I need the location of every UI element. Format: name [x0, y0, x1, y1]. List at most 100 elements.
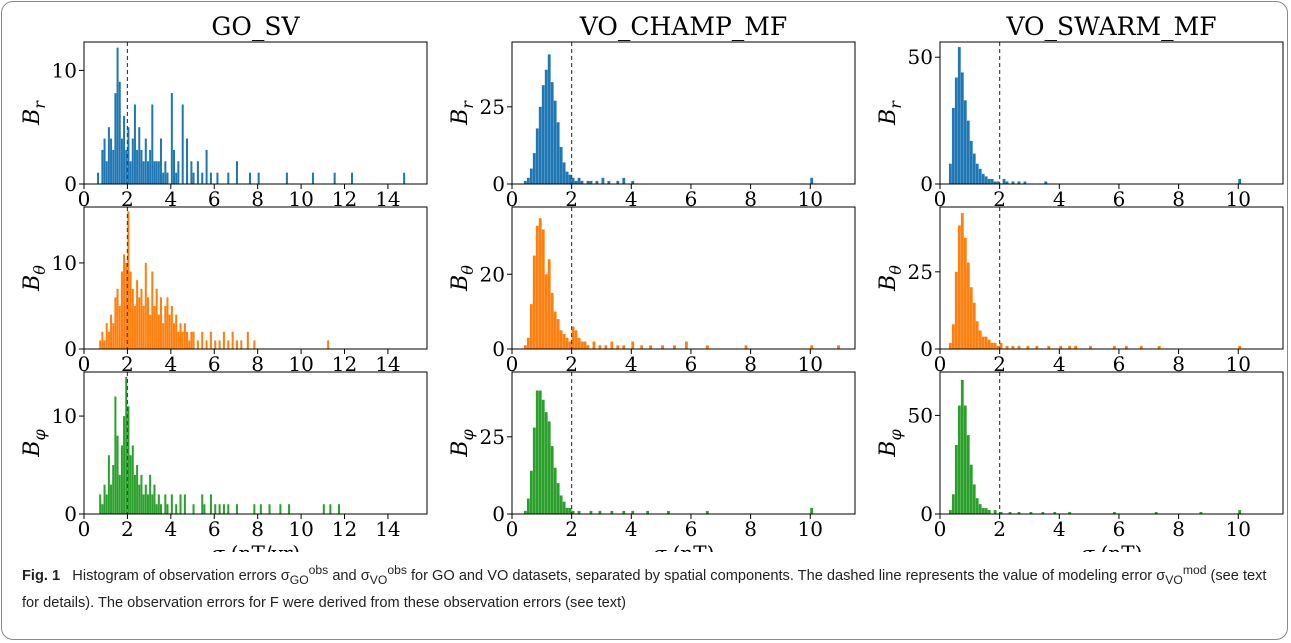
- histogram-bar: [544, 274, 548, 349]
- histogram-bar: [532, 427, 536, 514]
- histogram-bar: [978, 330, 982, 349]
- histogram-bar: [963, 237, 967, 349]
- axes-frame: [939, 41, 1284, 185]
- histogram-bar: [1026, 345, 1030, 349]
- histogram-bar: [179, 323, 182, 349]
- y-tick-label: 50: [908, 45, 933, 69]
- histogram-bar: [351, 172, 354, 184]
- histogram-bar: [133, 104, 136, 184]
- y-axis-label: Bφ: [876, 429, 905, 458]
- histogram-bar: [1154, 512, 1158, 514]
- histogram-bar: [155, 161, 158, 184]
- histogram-bar: [960, 379, 964, 514]
- histogram-bar: [129, 271, 132, 349]
- histogram-bar: [114, 396, 117, 514]
- histogram-bar: [173, 323, 176, 349]
- y-tick-label: 10: [52, 58, 77, 82]
- histogram-bar: [177, 161, 180, 184]
- histogram-bar: [547, 421, 551, 514]
- histogram-bar: [133, 305, 136, 349]
- histogram-bar: [120, 138, 123, 184]
- x-tick-label: 2: [121, 352, 134, 376]
- x-tick-label: 0: [78, 352, 91, 376]
- histogram-bar: [954, 271, 958, 349]
- histogram-bar: [963, 100, 967, 184]
- histogram-bar: [547, 54, 551, 184]
- caption-sub-vo-2: VO: [1165, 572, 1183, 587]
- histogram-bar: [535, 128, 539, 184]
- x-tick-label: 2: [565, 352, 578, 376]
- histogram-bar: [248, 172, 252, 184]
- histogram-bar: [999, 512, 1003, 514]
- histogram-bar: [592, 341, 596, 349]
- histogram-bar: [559, 495, 563, 514]
- y-axis-label-subscript: φ: [886, 429, 905, 441]
- y-axis-label-subscript: φ: [458, 429, 477, 441]
- histogram-bar: [972, 484, 976, 514]
- histogram-bar: [957, 225, 961, 349]
- histogram-bar: [993, 510, 997, 514]
- histogram-bar: [105, 494, 108, 514]
- histogram-bar: [978, 168, 982, 184]
- histogram-bar: [649, 345, 653, 349]
- histogram-bar: [99, 340, 102, 349]
- histogram-bar: [984, 508, 988, 514]
- x-tick-label: 10: [1226, 517, 1251, 541]
- histogram-bar: [631, 180, 635, 184]
- histogram-bar: [972, 153, 976, 184]
- histogram-bar: [107, 127, 110, 184]
- histogram-bar: [138, 297, 141, 349]
- histogram-bar: [166, 297, 169, 349]
- histogram-bar: [177, 331, 180, 349]
- y-tick-label: 0: [492, 172, 505, 196]
- histogram-bar: [990, 342, 994, 349]
- histogram-bar: [125, 262, 128, 349]
- histogram-bar: [107, 331, 110, 349]
- y-axis-label-subscript: r: [30, 100, 49, 109]
- histogram-bar: [1017, 512, 1021, 514]
- histogram-bar: [192, 504, 195, 514]
- histogram-bar: [127, 127, 130, 184]
- histogram-bar: [99, 494, 102, 514]
- histogram-bar: [589, 510, 593, 514]
- histogram-bar: [661, 345, 664, 349]
- histogram-bar: [568, 341, 572, 349]
- histogram-bar: [969, 140, 973, 184]
- histogram-bar: [116, 435, 119, 514]
- y-tick-label: 0: [492, 502, 505, 526]
- caption-sup-obs: obs: [308, 563, 329, 577]
- y-axis-label-subscript: θ: [30, 265, 49, 275]
- histogram-bar: [209, 494, 212, 514]
- histogram-bar: [604, 345, 608, 349]
- histogram-bar: [118, 474, 121, 514]
- histogram-bar: [553, 467, 557, 514]
- histogram-bar: [186, 138, 189, 184]
- x-tick-label: 8: [251, 187, 264, 211]
- x-axis-label-unit: (nT): [666, 541, 714, 552]
- axes-frame: [939, 206, 1284, 350]
- histogram-bar: [103, 340, 106, 349]
- histogram-bar: [598, 510, 602, 514]
- histogram-bar: [951, 107, 955, 184]
- histogram-bar: [1157, 345, 1161, 349]
- histogram-bar: [553, 311, 557, 349]
- histogram-bar: [541, 229, 545, 349]
- caption-text-mid: for GO and VO datasets, separated by spa…: [406, 567, 1166, 584]
- x-tick-label: 4: [1053, 352, 1066, 376]
- caption-sup-mod: mod: [1182, 563, 1207, 577]
- histogram-bar: [125, 376, 128, 514]
- histogram-bar: [142, 305, 145, 349]
- y-axis-label: Bφ: [20, 429, 49, 458]
- histogram-bar: [565, 171, 569, 184]
- histogram-bar: [810, 507, 814, 514]
- histogram-bar: [201, 331, 204, 349]
- histogram-bar: [981, 336, 985, 349]
- histogram-bar: [201, 172, 204, 184]
- histogram-bar: [1238, 510, 1242, 514]
- y-axis-label: Bθ: [20, 265, 49, 292]
- histogram-bar: [257, 172, 260, 184]
- histogram-bar: [138, 127, 141, 184]
- histogram-bar: [1068, 345, 1072, 349]
- histogram-bar: [577, 510, 581, 514]
